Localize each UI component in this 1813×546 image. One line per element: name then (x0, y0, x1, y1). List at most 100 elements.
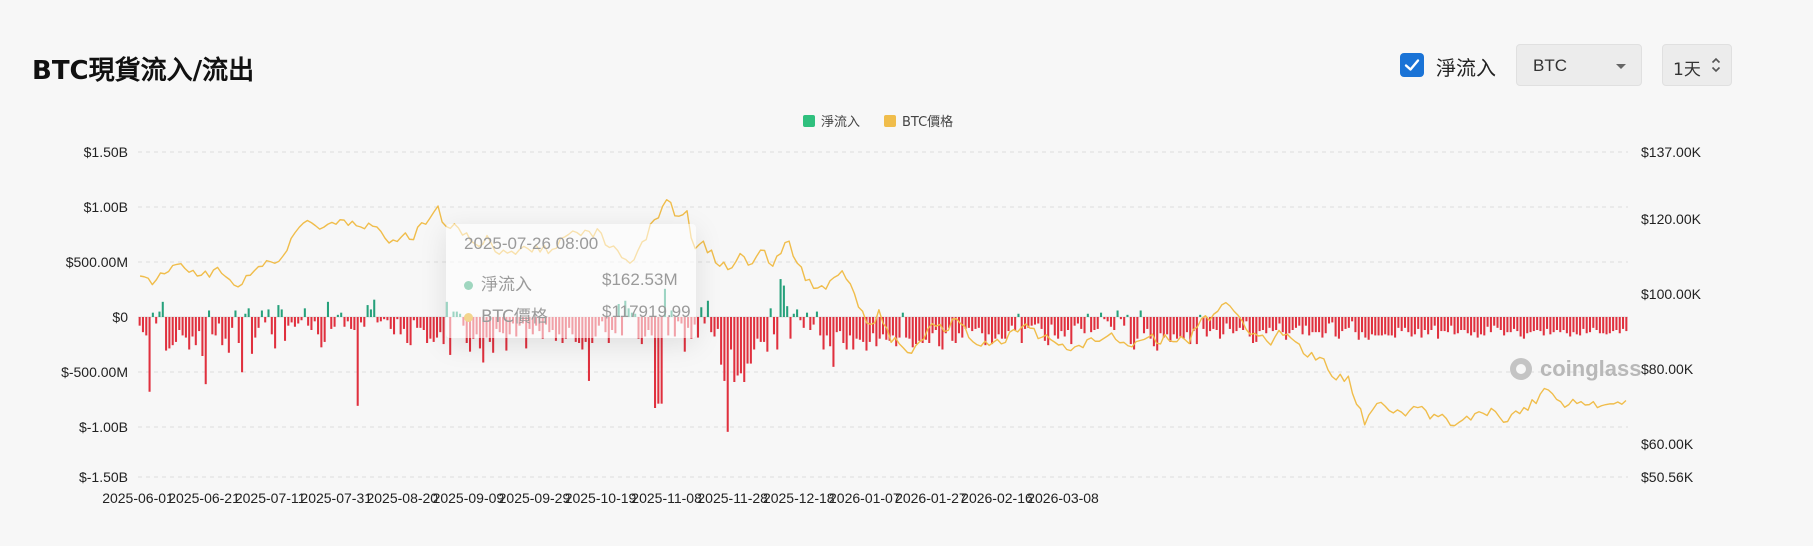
inflow-bar[interactable] (779, 279, 782, 317)
outflow-bar[interactable] (174, 317, 178, 342)
outflow-bar[interactable] (274, 317, 277, 349)
outflow-bar[interactable] (310, 317, 313, 330)
outflow-bar[interactable] (1146, 317, 1149, 329)
outflow-bar[interactable] (1403, 317, 1407, 328)
inflow-bar[interactable] (1086, 313, 1089, 317)
inflow-bar[interactable] (260, 310, 263, 318)
outflow-bar[interactable] (1572, 317, 1575, 333)
outflow-bar[interactable] (809, 317, 812, 330)
outflow-bar[interactable] (409, 317, 412, 346)
outflow-bar[interactable] (1248, 317, 1251, 337)
inflow-bar[interactable] (280, 309, 283, 317)
outflow-bar[interactable] (323, 317, 326, 342)
outflow-bar[interactable] (1225, 317, 1228, 324)
outflow-bar[interactable] (749, 317, 752, 364)
outflow-bar[interactable] (1156, 317, 1159, 351)
outflow-bar[interactable] (891, 317, 894, 336)
inflow-bar[interactable] (366, 305, 369, 317)
outflow-bar[interactable] (918, 317, 921, 341)
outflow-bar[interactable] (188, 317, 191, 350)
inflow-bar[interactable] (782, 285, 785, 317)
outflow-bar[interactable] (1423, 317, 1426, 330)
outflow-bar[interactable] (1047, 317, 1050, 346)
outflow-bar[interactable] (1106, 317, 1109, 322)
outflow-bar[interactable] (1608, 317, 1611, 334)
outflow-bar[interactable] (1311, 317, 1314, 333)
outflow-bar[interactable] (1000, 317, 1003, 339)
outflow-bar[interactable] (1529, 317, 1532, 333)
outflow-bar[interactable] (759, 317, 762, 342)
outflow-bar[interactable] (254, 317, 257, 338)
outflow-bar[interactable] (1473, 317, 1476, 333)
inflow-bar[interactable] (792, 313, 795, 317)
outflow-bar[interactable] (141, 317, 144, 333)
outflow-bar[interactable] (941, 317, 944, 350)
inflow-bar[interactable] (815, 311, 818, 317)
outflow-bar[interactable] (832, 317, 835, 367)
outflow-bar[interactable] (419, 317, 422, 328)
outflow-bar[interactable] (1119, 317, 1122, 320)
outflow-bar[interactable] (1552, 317, 1555, 333)
outflow-bar[interactable] (1275, 317, 1278, 330)
outflow-bar[interactable] (964, 317, 967, 329)
outflow-bar[interactable] (1546, 317, 1549, 329)
inflow-bar[interactable] (769, 308, 772, 317)
outflow-bar[interactable] (888, 317, 891, 341)
outflow-bar[interactable] (201, 317, 204, 356)
outflow-bar[interactable] (928, 317, 931, 343)
outflow-bar[interactable] (1380, 317, 1383, 336)
outflow-bar[interactable] (1033, 317, 1036, 325)
outflow-bar[interactable] (1136, 317, 1139, 339)
outflow-bar[interactable] (194, 317, 197, 346)
outflow-bar[interactable] (1176, 317, 1179, 339)
inflow-bar[interactable] (706, 300, 709, 317)
outflow-bar[interactable] (1318, 317, 1321, 333)
outflow-bar[interactable] (1129, 317, 1132, 345)
inflow-bar[interactable] (340, 312, 343, 317)
outflow-bar[interactable] (224, 317, 227, 339)
legend-item-net-inflow[interactable]: 淨流入 (803, 111, 860, 130)
outflow-bar[interactable] (1308, 317, 1311, 336)
outflow-bar[interactable] (1427, 317, 1430, 335)
outflow-bar[interactable] (1298, 317, 1301, 326)
outflow-bar[interactable] (1377, 317, 1380, 336)
outflow-bar[interactable] (1245, 317, 1248, 322)
outflow-bar[interactable] (845, 317, 848, 350)
outflow-bar[interactable] (938, 317, 941, 347)
outflow-bar[interactable] (1341, 317, 1344, 332)
outflow-bar[interactable] (1014, 317, 1017, 330)
inflow-bar[interactable] (303, 308, 306, 317)
outflow-bar[interactable] (1625, 317, 1628, 332)
outflow-bar[interactable] (1453, 317, 1456, 335)
outflow-bar[interactable] (1205, 317, 1208, 337)
inflow-bar[interactable] (161, 301, 164, 317)
outflow-bar[interactable] (739, 317, 742, 374)
outflow-bar[interactable] (987, 317, 990, 335)
outflow-bar[interactable] (1542, 317, 1545, 336)
outflow-bar[interactable] (654, 317, 657, 408)
outflow-bar[interactable] (862, 317, 865, 342)
outflow-bar[interactable] (1483, 317, 1486, 336)
outflow-bar[interactable] (756, 317, 759, 339)
outflow-bar[interactable] (730, 317, 733, 350)
outflow-bar[interactable] (1189, 317, 1192, 345)
outflow-bar[interactable] (1288, 317, 1291, 334)
outflow-bar[interactable] (931, 317, 934, 334)
outflow-bar[interactable] (1347, 317, 1350, 328)
outflow-bar[interactable] (1192, 317, 1195, 332)
outflow-bar[interactable] (924, 317, 927, 340)
outflow-bar[interactable] (412, 317, 415, 321)
outflow-bar[interactable] (1281, 317, 1284, 333)
outflow-bar[interactable] (1123, 317, 1126, 326)
outflow-bar[interactable] (181, 317, 184, 336)
outflow-bar[interactable] (855, 317, 858, 339)
outflow-bar[interactable] (1040, 317, 1043, 329)
outflow-bar[interactable] (1387, 317, 1390, 336)
outflow-bar[interactable] (1612, 317, 1615, 332)
outflow-bar[interactable] (981, 317, 984, 334)
outflow-bar[interactable] (320, 317, 323, 348)
outflow-bar[interactable] (1410, 317, 1413, 337)
outflow-bar[interactable] (1602, 317, 1605, 334)
outflow-bar[interactable] (1327, 317, 1331, 324)
outflow-bar[interactable] (1466, 317, 1469, 334)
